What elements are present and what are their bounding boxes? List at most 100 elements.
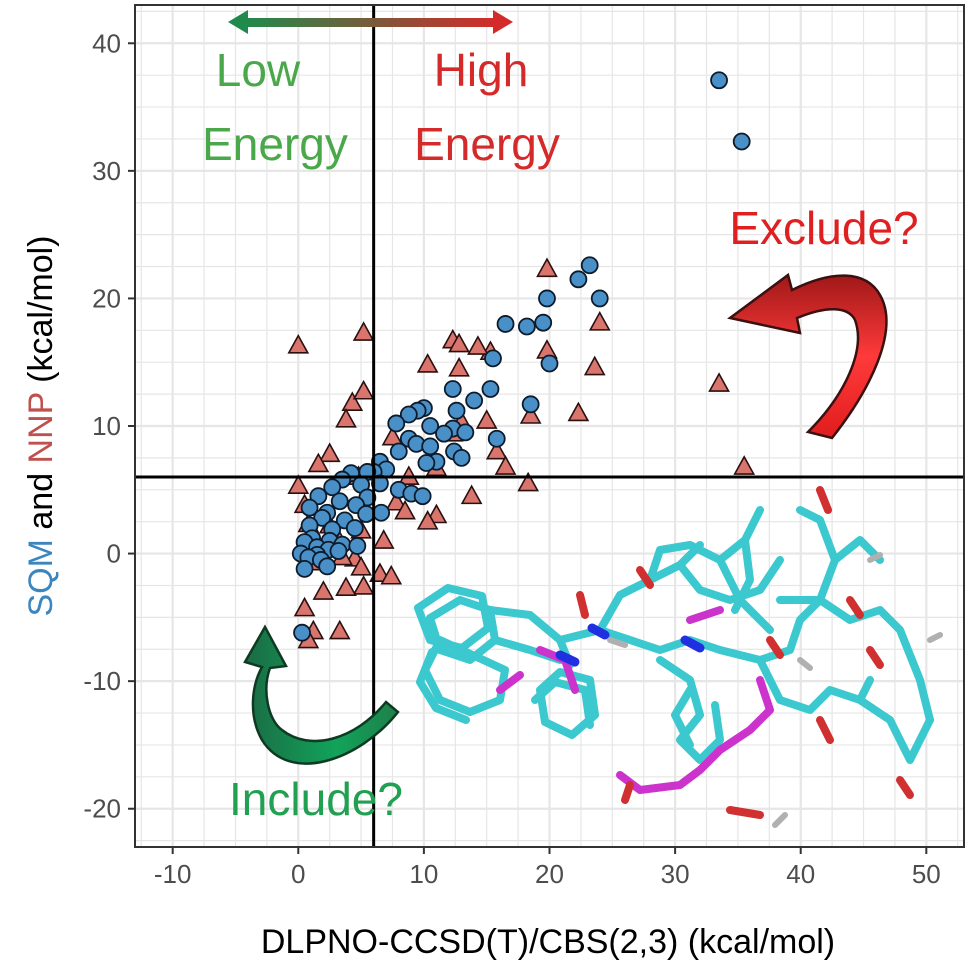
sqm-circle-point: [323, 478, 342, 497]
nnp-triangle-point: [381, 425, 404, 446]
y-axis-title-sqm: SQM: [22, 539, 60, 616]
sqm-circle-point: [417, 454, 436, 472]
sqm-circle-point: [293, 623, 311, 642]
x-axis-ticks: -10 0 10 20 30 40 50: [154, 847, 941, 889]
nnp-triangle-point: [352, 379, 375, 400]
nnp-triangle-point: [485, 439, 508, 460]
nnp-triangle-point: [372, 529, 395, 549]
sqm-circle-point: [318, 557, 337, 576]
nnp-triangle-point: [536, 257, 558, 278]
sqm-circle-point: [496, 315, 515, 333]
y-axis-ticks: -20 -10 0 10 20 30 40: [83, 28, 135, 824]
low-energy-label-line1: Low: [216, 44, 301, 96]
sqm-circle-point: [590, 289, 609, 308]
nnp-triangle-point: [335, 407, 357, 428]
y-tick-label: -20: [83, 794, 121, 824]
nnp-triangle-point: [583, 355, 606, 376]
sqm-circle-point: [421, 417, 440, 435]
nnp-triangle-point: [352, 321, 375, 341]
sqm-circle-point: [357, 505, 376, 523]
x-tick-label: -10: [154, 859, 192, 889]
include-label: Include?: [229, 773, 403, 825]
y-axis-title-and: and: [22, 463, 60, 539]
nnp-triangle-point: [312, 580, 335, 600]
sqm-circle-point: [534, 313, 553, 332]
sqm-circle-point: [580, 256, 599, 275]
y-tick-label: -10: [83, 666, 121, 696]
sqm-circle-point: [443, 380, 462, 398]
sqm-circle-point: [345, 519, 364, 537]
sqm-circle-point: [371, 474, 389, 493]
nnp-triangle-point: [293, 596, 316, 617]
nnp-series: [287, 257, 756, 649]
molecule-illustration: [414, 486, 943, 828]
sqm-circle-point: [452, 448, 471, 467]
nnp-triangle-point: [475, 409, 498, 429]
nnp-triangle-point: [287, 333, 310, 354]
nnp-triangle-point: [318, 442, 341, 463]
y-axis-title: SQM and NNP (kcal/mol): [22, 235, 60, 616]
sqm-circle-point: [372, 503, 391, 522]
sqm-circle-point: [295, 559, 314, 578]
sqm-circle-point: [300, 498, 319, 517]
sqm-circle-point: [517, 317, 536, 336]
energy-gradient-arrow: [228, 10, 513, 34]
nnp-triangle-point: [350, 555, 372, 576]
sqm-circle-point: [732, 132, 751, 151]
y-axis-title-nnp: NNP: [22, 392, 60, 463]
sqm-circle-point: [413, 487, 432, 506]
y-tick-label: 10: [92, 411, 121, 441]
nnp-triangle-point: [708, 372, 730, 392]
sqm-circle-point: [710, 71, 728, 90]
high-energy-label-line2: Energy: [414, 118, 560, 170]
sqm-series: [291, 71, 751, 642]
sqm-circle-point: [465, 391, 484, 410]
x-tick-label: 0: [291, 859, 305, 889]
sqm-circle-point: [487, 429, 506, 448]
nnp-triangle-point: [416, 353, 439, 373]
sqm-circle-point: [387, 414, 406, 433]
y-tick-label: 0: [107, 539, 121, 569]
x-tick-label: 50: [912, 859, 941, 889]
high-energy-label-line1: High: [434, 44, 529, 96]
nnp-triangle-point: [448, 356, 470, 377]
nnp-triangle-point: [519, 404, 542, 424]
x-axis-title: DLPNO-CCSD(T)/CBS(2,3) (kcal/mol): [261, 923, 835, 961]
sqm-circle-point: [348, 537, 367, 555]
sqm-circle-point: [447, 401, 466, 420]
nnp-triangle-point: [352, 575, 375, 595]
include-arrow-icon: [243, 624, 400, 765]
x-tick-label: 30: [661, 859, 690, 889]
sqm-circle-point: [481, 380, 500, 398]
x-tick-label: 40: [786, 859, 815, 889]
y-tick-label: 30: [92, 156, 121, 186]
nnp-triangle-point: [460, 484, 483, 505]
nnp-triangle-point: [467, 335, 489, 355]
y-axis-title-units: (kcal/mol): [22, 235, 60, 392]
exclude-arrow-icon: [727, 272, 888, 440]
y-tick-label: 20: [92, 283, 121, 313]
sqm-circle-point: [484, 349, 502, 368]
sqm-circle-point: [330, 492, 349, 511]
nnp-triangle-point: [341, 391, 364, 412]
sqm-circle-point: [456, 423, 475, 442]
sqm-circle-point: [521, 395, 540, 414]
nnp-triangle-point: [588, 311, 611, 331]
nnp-triangle-point: [416, 510, 439, 530]
exclude-label: Exclude?: [729, 202, 918, 254]
nnp-triangle-point: [380, 564, 403, 585]
sqm-circle-point: [313, 508, 332, 527]
sqm-circle-point: [538, 289, 556, 308]
nnp-triangle-point: [328, 619, 351, 640]
nnp-triangle-point: [517, 471, 540, 492]
sqm-circle-point: [389, 442, 408, 461]
sqm-circle-point: [540, 354, 559, 373]
sqm-circle-point: [421, 437, 440, 456]
sqm-circle-point: [569, 270, 588, 289]
nnp-triangle-point: [567, 401, 590, 422]
nnp-triangle-point: [307, 452, 330, 473]
sqm-circle-point: [399, 405, 418, 424]
nnp-triangle-point: [394, 499, 416, 520]
nnp-triangle-point: [448, 332, 470, 353]
nnp-triangle-point: [287, 474, 310, 494]
